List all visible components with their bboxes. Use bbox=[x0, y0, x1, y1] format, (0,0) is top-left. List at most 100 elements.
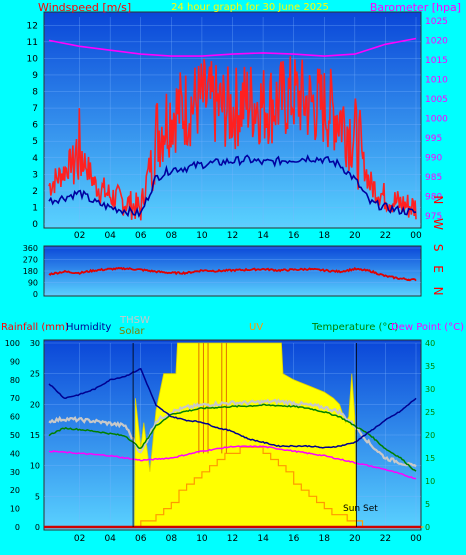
temperature-y-tick-label: 5 bbox=[425, 500, 430, 509]
weather-x-tick-label: 20 bbox=[349, 534, 361, 544]
barometer-y-tick-label: 980 bbox=[425, 193, 442, 203]
temperature-y-tick-label: 15 bbox=[425, 454, 435, 463]
dewpoint-axis-title: Dew Point (°C) bbox=[391, 322, 464, 333]
wind-x-tick-label: 14 bbox=[257, 231, 269, 241]
wind-x-tick-label: 20 bbox=[349, 231, 361, 241]
wind-y-tick-label: 11 bbox=[27, 38, 38, 48]
weather-x-tick-label: 14 bbox=[257, 534, 269, 544]
temperature-y-tick-label: 40 bbox=[425, 339, 435, 348]
solar-label: Solar bbox=[119, 326, 145, 337]
direction-y-tick-label: 90 bbox=[28, 279, 38, 288]
rainfall-y-tick-label: 100 bbox=[5, 339, 20, 348]
windspeed-series-line bbox=[48, 56, 417, 221]
humidity-series-line bbox=[48, 367, 417, 449]
weather-x-tick-label: 02 bbox=[74, 534, 85, 544]
uv-y-tick-label: 10 bbox=[30, 462, 40, 471]
weather-x-tick-label: 18 bbox=[319, 534, 331, 544]
temperature-y-tick-label: 0 bbox=[425, 523, 430, 532]
wind-x-tick-label: 04 bbox=[104, 231, 116, 241]
barometer-axis-title: Barometer [hpa] bbox=[370, 1, 461, 14]
weather-x-tick-label: 22 bbox=[380, 534, 391, 544]
wind-y-tick-label: 4 bbox=[32, 154, 38, 164]
rainfall-y-tick-label: 20 bbox=[10, 486, 20, 495]
direction-y-tick-label: 360 bbox=[23, 244, 38, 253]
temperature-y-tick-label: 20 bbox=[425, 431, 435, 440]
wind-y-tick-label: 1 bbox=[32, 203, 38, 213]
barometer-y-tick-label: 1020 bbox=[425, 36, 448, 46]
weather-x-tick-label: 10 bbox=[196, 534, 208, 544]
wind-y-tick-label: 9 bbox=[32, 71, 38, 81]
wind-x-tick-label: 10 bbox=[196, 231, 208, 241]
barometer-y-tick-label: 1000 bbox=[425, 115, 448, 125]
direction-y-tick-label: 180 bbox=[23, 267, 38, 276]
barometer-y-tick-label: 995 bbox=[425, 134, 442, 144]
temperature-series-line bbox=[48, 403, 417, 472]
graph-title: 24 hour graph for 30 June 2025 bbox=[171, 2, 329, 13]
temperature-axis-title: Temperature (°C) bbox=[311, 322, 398, 333]
thsw-label: THSW bbox=[119, 315, 150, 326]
wind-y-tick-label: 10 bbox=[27, 54, 39, 64]
rainfall-y-tick-label: 70 bbox=[10, 394, 20, 403]
wind-x-tick-label: 02 bbox=[74, 231, 85, 241]
barometer-y-tick-label: 1005 bbox=[425, 95, 448, 105]
barometer-y-tick-label: 990 bbox=[425, 154, 442, 164]
rainfall-y-tick-label: 30 bbox=[10, 468, 20, 477]
dewpoint-series-line bbox=[48, 445, 417, 480]
weather-x-tick-label: 06 bbox=[135, 534, 147, 544]
rainfall-axis-title: Rainfall (mm) bbox=[1, 322, 69, 333]
wind-x-tick-label: 22 bbox=[380, 231, 391, 241]
weather-x-tick-label: 12 bbox=[227, 534, 238, 544]
rainfall-y-tick-label: 0 bbox=[15, 523, 20, 532]
wind-y-tick-label: 3 bbox=[32, 170, 38, 180]
wind-x-tick-label: 12 bbox=[227, 231, 238, 241]
wind-direction-series-line bbox=[48, 266, 417, 282]
sunset-annotation: Sun Set bbox=[343, 504, 378, 514]
compass-labels: N W S E N bbox=[431, 195, 445, 300]
wind-y-tick-label: 5 bbox=[32, 137, 38, 147]
barometer-y-tick-label: 975 bbox=[425, 212, 442, 222]
wind-x-tick-label: 18 bbox=[319, 231, 331, 241]
barometer-series-line bbox=[48, 37, 417, 57]
wind-y-tick-label: 6 bbox=[32, 121, 38, 131]
windspeed-axis-title: Windspeed [m/s] bbox=[38, 1, 131, 14]
uv-label: UV bbox=[249, 322, 263, 333]
average-windspeed-series-line bbox=[48, 154, 417, 218]
barometer-y-tick-label: 985 bbox=[425, 173, 442, 183]
uv-y-tick-label: 25 bbox=[30, 370, 40, 379]
wind-x-tick-label: 06 bbox=[135, 231, 147, 241]
temperature-y-tick-label: 25 bbox=[425, 408, 435, 417]
wind-y-tick-label: 8 bbox=[32, 88, 38, 98]
uv-y-tick-label: 30 bbox=[30, 339, 40, 348]
humidity-axis-title: Humidity bbox=[66, 322, 111, 333]
rainfall-y-tick-label: 40 bbox=[10, 449, 20, 458]
wind-x-tick-label: 16 bbox=[288, 231, 300, 241]
rainfall-y-tick-label: 90 bbox=[10, 357, 20, 366]
uv-y-tick-label: 5 bbox=[35, 492, 40, 501]
direction-y-tick-label: 0 bbox=[33, 290, 38, 299]
weather-x-tick-label: 00 bbox=[410, 534, 422, 544]
temperature-y-tick-label: 35 bbox=[425, 362, 435, 371]
rainfall-y-tick-label: 80 bbox=[10, 376, 20, 385]
wind-x-tick-label: 08 bbox=[166, 231, 178, 241]
uv-y-tick-label: 0 bbox=[35, 523, 40, 532]
uv-y-tick-label: 15 bbox=[30, 431, 40, 440]
weather-x-tick-label: 16 bbox=[288, 534, 300, 544]
rainfall-y-tick-label: 10 bbox=[10, 505, 20, 514]
solar-series-area bbox=[49, 342, 416, 528]
direction-y-tick-label: 270 bbox=[23, 256, 38, 265]
wind-y-tick-label: 2 bbox=[32, 187, 38, 197]
temperature-y-tick-label: 30 bbox=[425, 385, 435, 394]
wind-y-tick-label: 12 bbox=[27, 21, 38, 31]
weather-x-tick-label: 04 bbox=[104, 534, 116, 544]
barometer-y-tick-label: 1025 bbox=[425, 17, 448, 27]
rainfall-y-tick-label: 60 bbox=[10, 413, 20, 422]
weather-x-tick-label: 08 bbox=[166, 534, 178, 544]
barometer-y-tick-label: 1015 bbox=[425, 56, 448, 66]
rainfall-y-tick-label: 50 bbox=[10, 431, 20, 440]
temperature-y-tick-label: 10 bbox=[425, 477, 435, 486]
wind-y-tick-label: 0 bbox=[32, 220, 38, 230]
wind-y-tick-label: 7 bbox=[32, 104, 38, 114]
uv-y-tick-label: 20 bbox=[30, 400, 40, 409]
wind-x-tick-label: 00 bbox=[410, 231, 422, 241]
